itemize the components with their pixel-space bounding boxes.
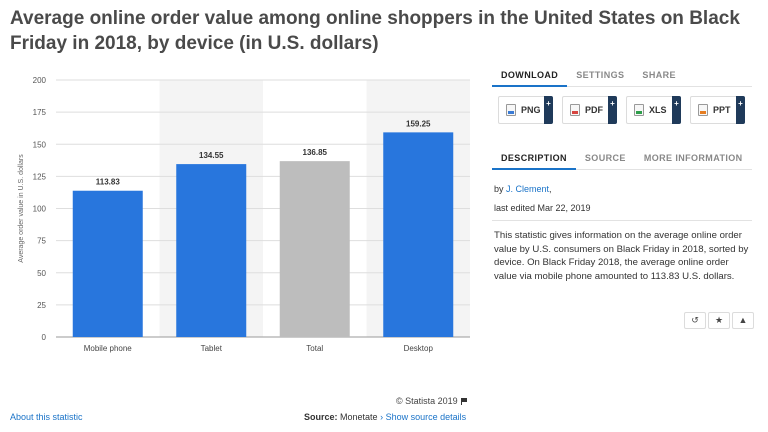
- history-icon[interactable]: ↺: [684, 312, 706, 329]
- copyright: © Statista 2019: [396, 396, 467, 406]
- ppt-label: PPT: [713, 105, 731, 115]
- page-title: Average online order value among online …: [10, 8, 740, 54]
- action-icons: ↺ ★ ▲: [684, 312, 754, 329]
- data-label: 113.83: [96, 178, 121, 187]
- xls-label: XLS: [649, 105, 667, 115]
- xls-plus-icon[interactable]: +: [672, 96, 681, 124]
- png-file-icon: [506, 104, 516, 116]
- x-tick-label: Tablet: [201, 344, 223, 353]
- flag-icon[interactable]: [460, 398, 467, 405]
- png-download-button[interactable]: PNG +: [498, 96, 553, 124]
- pdf-file-icon: [570, 104, 580, 116]
- y-tick-label: 200: [33, 76, 47, 85]
- y-tick-label: 100: [33, 205, 47, 214]
- info-tabs: DESCRIPTION SOURCE MORE INFORMATION: [492, 152, 752, 170]
- x-tick-label: Desktop: [404, 344, 434, 353]
- by-prefix: by: [494, 184, 504, 194]
- data-label: 134.55: [199, 151, 224, 160]
- download-buttons: PNG + PDF + XLS + PPT +: [498, 96, 745, 124]
- author-link[interactable]: J. Clement: [506, 184, 550, 194]
- data-label: 136.85: [303, 148, 328, 157]
- ppt-download-button[interactable]: PPT +: [690, 96, 745, 124]
- bar: [72, 190, 143, 337]
- y-tick-label: 50: [37, 269, 46, 278]
- bar: [383, 132, 454, 337]
- tab-more-information[interactable]: MORE INFORMATION: [643, 153, 743, 163]
- star-icon[interactable]: ★: [708, 312, 730, 329]
- png-label: PNG: [521, 105, 541, 115]
- pdf-download-button[interactable]: PDF +: [562, 96, 617, 124]
- bar-chart: 0 25 50 75 100 125 150 175 200 Average order valu…: [18, 76, 470, 353]
- about-statistic-link[interactable]: About this statistic: [10, 412, 83, 422]
- xls-file-icon: [634, 104, 644, 116]
- divider: [492, 220, 752, 221]
- y-tick-label: 150: [33, 140, 47, 149]
- y-axis-label: Average order value in U.S. dollars: [18, 154, 25, 263]
- bar: [176, 164, 247, 337]
- copyright-text: © Statista 2019: [396, 396, 458, 406]
- ppt-file-icon: [698, 104, 708, 116]
- tab-description[interactable]: DESCRIPTION: [492, 152, 576, 170]
- source-value: Monetate: [340, 412, 378, 422]
- bar: [279, 161, 350, 337]
- tab-share[interactable]: SHARE: [642, 70, 676, 80]
- download-tabs: DOWNLOAD SETTINGS SHARE: [492, 69, 752, 87]
- bell-icon[interactable]: ▲: [732, 312, 754, 329]
- last-edited: last edited Mar 22, 2019: [494, 203, 591, 213]
- y-tick-label: 0: [42, 333, 47, 342]
- byline: by J. Clement,: [494, 184, 552, 194]
- source-label: Source:: [304, 412, 338, 422]
- chart-area: 0 25 50 75 100 125 150 175 200 Average order valu…: [0, 70, 480, 370]
- y-tick-label: 175: [33, 108, 47, 117]
- source-line: Source: Monetate › Show source details: [304, 412, 466, 422]
- tab-download[interactable]: DOWNLOAD: [492, 69, 568, 87]
- by-suffix: ,: [549, 184, 552, 194]
- y-tick-label: 25: [37, 301, 46, 310]
- y-tick-label: 125: [33, 172, 47, 181]
- y-tick-label: 75: [37, 237, 46, 246]
- x-tick-label: Mobile phone: [84, 344, 133, 353]
- pdf-plus-icon[interactable]: +: [608, 96, 617, 124]
- png-plus-icon[interactable]: +: [544, 96, 553, 124]
- tab-settings[interactable]: SETTINGS: [576, 70, 625, 80]
- data-label: 159.25: [406, 119, 431, 128]
- x-tick-label: Total: [306, 344, 323, 353]
- xls-download-button[interactable]: XLS +: [626, 96, 681, 124]
- tab-source[interactable]: SOURCE: [584, 153, 626, 163]
- description-text: This statistic gives information on the …: [494, 230, 749, 282]
- ppt-plus-icon[interactable]: +: [736, 96, 745, 124]
- show-source-link[interactable]: › Show source details: [380, 412, 467, 422]
- pdf-label: PDF: [585, 105, 603, 115]
